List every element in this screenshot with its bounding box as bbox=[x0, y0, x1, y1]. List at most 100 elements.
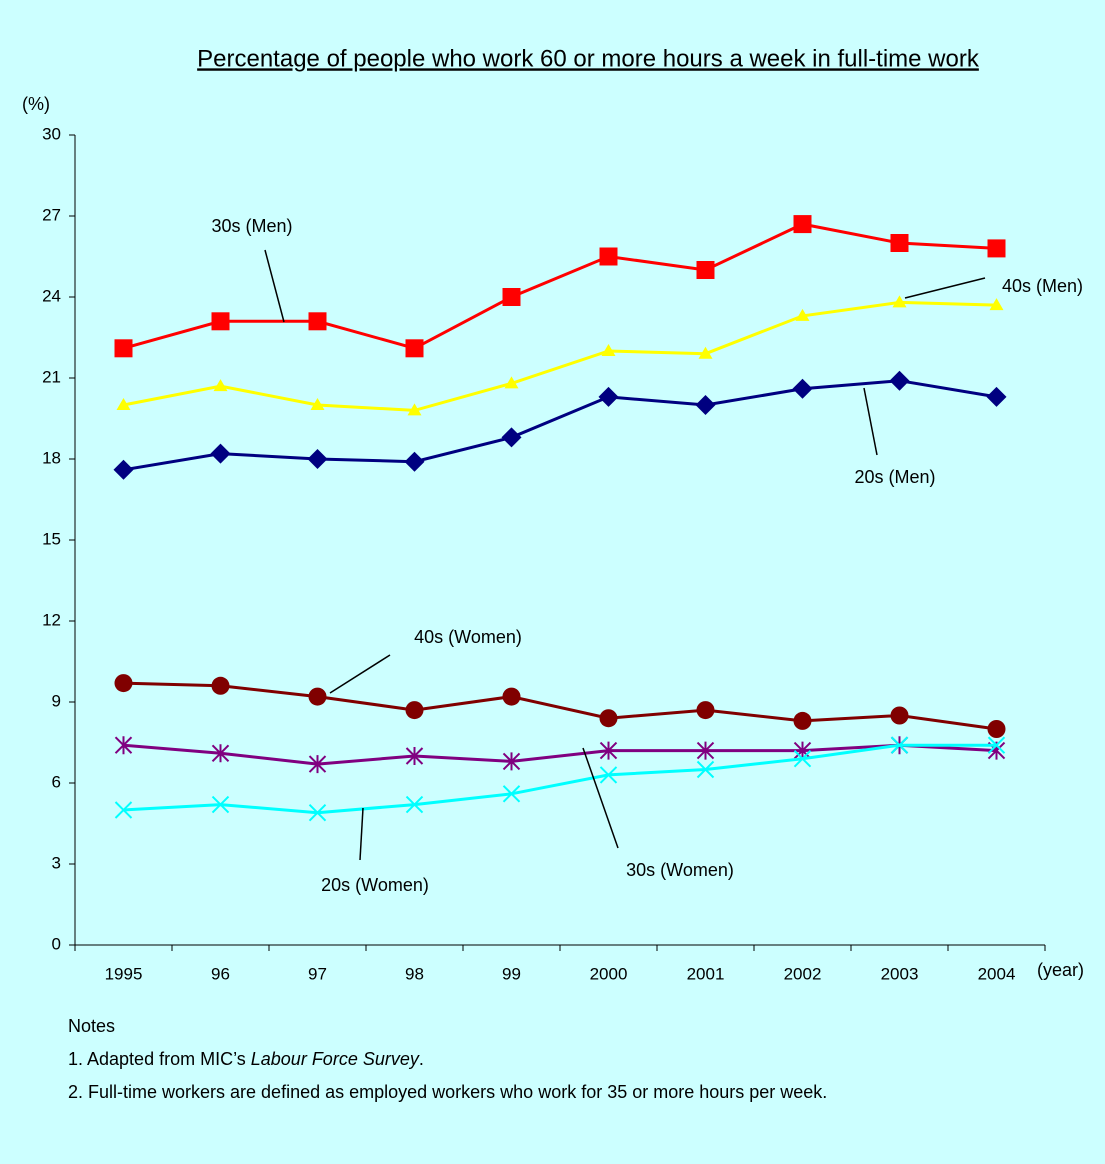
x-tick-label: 2002 bbox=[784, 964, 822, 983]
marker bbox=[502, 687, 521, 706]
marker bbox=[698, 346, 713, 359]
series-line bbox=[123, 379, 997, 472]
marker bbox=[599, 247, 618, 266]
series-label: 20s (Women) bbox=[321, 875, 429, 895]
marker bbox=[114, 339, 133, 358]
y-axis-label: (%) bbox=[22, 94, 50, 114]
series-label: 40s (Women) bbox=[414, 627, 522, 647]
marker bbox=[987, 720, 1006, 738]
leader-line bbox=[904, 277, 986, 299]
marker bbox=[890, 706, 909, 725]
marker bbox=[405, 795, 424, 814]
x-tick-label: 96 bbox=[211, 964, 230, 983]
marker bbox=[308, 312, 327, 331]
x-axis-label: (year) bbox=[1037, 960, 1084, 980]
marker bbox=[308, 803, 327, 822]
series-line bbox=[123, 743, 997, 815]
marker bbox=[502, 288, 521, 306]
marker bbox=[113, 459, 134, 480]
y-tick-label: 30 bbox=[42, 124, 61, 143]
marker bbox=[502, 785, 521, 803]
series-label: 30s (Women) bbox=[626, 860, 734, 880]
marker bbox=[307, 449, 328, 469]
marker bbox=[211, 795, 230, 814]
x-tick-label: 2004 bbox=[978, 964, 1016, 983]
x-tick-label: 99 bbox=[502, 964, 521, 983]
marker bbox=[793, 749, 812, 768]
marker bbox=[308, 755, 327, 774]
marker bbox=[407, 403, 422, 416]
marker bbox=[695, 395, 716, 415]
series-label: 30s (Men) bbox=[211, 216, 292, 236]
marker bbox=[986, 386, 1007, 407]
marker bbox=[890, 234, 909, 252]
marker bbox=[310, 398, 325, 410]
series-line bbox=[123, 300, 997, 412]
leader-line bbox=[359, 807, 364, 861]
marker bbox=[892, 295, 907, 308]
marker bbox=[598, 386, 619, 407]
marker bbox=[502, 752, 521, 771]
marker bbox=[213, 379, 228, 392]
marker bbox=[890, 736, 909, 754]
marker bbox=[987, 736, 1006, 754]
marker bbox=[889, 370, 910, 391]
y-tick-label: 3 bbox=[52, 853, 61, 872]
marker bbox=[116, 398, 131, 410]
x-tick-label: 97 bbox=[308, 964, 327, 983]
note-part: . bbox=[419, 1049, 424, 1069]
y-tick-label: 9 bbox=[52, 691, 61, 710]
marker bbox=[696, 741, 715, 760]
marker bbox=[793, 215, 812, 234]
marker bbox=[599, 766, 618, 784]
marker bbox=[404, 451, 425, 472]
marker bbox=[211, 312, 230, 331]
y-tick-label: 27 bbox=[42, 205, 61, 224]
marker bbox=[504, 376, 519, 389]
x-tick-label: 2001 bbox=[687, 964, 725, 983]
marker bbox=[501, 427, 522, 448]
marker bbox=[793, 711, 812, 730]
x-tick-label: 2003 bbox=[881, 964, 919, 983]
marker bbox=[792, 378, 813, 399]
x-tick-label: 98 bbox=[405, 964, 424, 983]
y-tick-label: 18 bbox=[42, 448, 61, 467]
marker bbox=[795, 308, 810, 321]
marker bbox=[599, 709, 618, 728]
marker bbox=[308, 687, 327, 706]
note: 1. Adapted from MIC’s Labour Force Surve… bbox=[68, 1049, 424, 1069]
series-label: 40s (Men) bbox=[1002, 276, 1083, 296]
note-part: Labour Force Survey bbox=[251, 1049, 420, 1069]
y-tick-label: 12 bbox=[42, 610, 61, 629]
marker bbox=[696, 701, 715, 720]
x-tick-label: 1995 bbox=[105, 964, 143, 983]
y-tick-label: 21 bbox=[42, 367, 61, 386]
series-line bbox=[123, 743, 997, 766]
marker bbox=[210, 443, 231, 464]
note-part: 1. Adapted from MIC’s bbox=[68, 1049, 251, 1069]
marker bbox=[405, 339, 424, 358]
y-tick-label: 24 bbox=[42, 286, 61, 305]
leader-line bbox=[863, 387, 878, 456]
series-label: 20s (Men) bbox=[854, 467, 935, 487]
marker bbox=[696, 261, 715, 279]
marker bbox=[599, 741, 618, 760]
marker bbox=[114, 736, 133, 755]
marker bbox=[989, 298, 1004, 311]
marker bbox=[114, 674, 133, 693]
leader-line bbox=[329, 654, 391, 694]
marker bbox=[601, 344, 616, 356]
series-line bbox=[123, 222, 997, 350]
notes-heading: Notes bbox=[68, 1016, 115, 1036]
marker bbox=[793, 741, 812, 760]
note: 2. Full-time workers are defined as empl… bbox=[68, 1082, 827, 1102]
series-line bbox=[123, 681, 997, 731]
marker bbox=[211, 676, 230, 695]
x-tick-label: 2000 bbox=[590, 964, 628, 983]
marker bbox=[211, 744, 230, 763]
marker bbox=[114, 801, 133, 819]
y-tick-label: 0 bbox=[52, 934, 61, 953]
marker bbox=[405, 701, 424, 720]
